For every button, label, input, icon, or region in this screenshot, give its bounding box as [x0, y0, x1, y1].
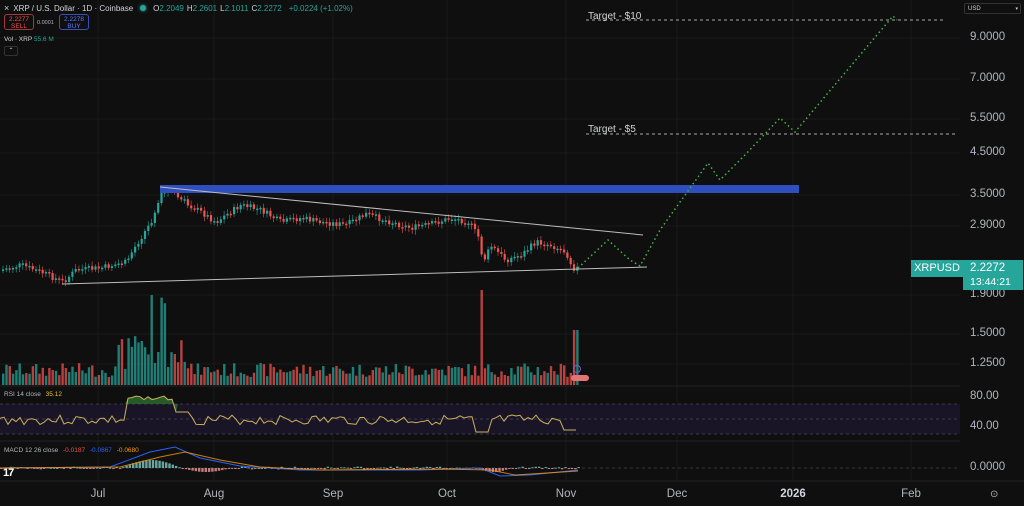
collapse-legend-button[interactable]: ⌃ [4, 46, 18, 56]
price-tick: 5.5000 [970, 112, 1006, 124]
sell-label: SELL [11, 23, 27, 30]
volume-value: 55.6 M [33, 36, 54, 43]
projection-path [577, 14, 898, 269]
time-tick: Sep [322, 488, 344, 500]
time-tick: Jul [90, 488, 106, 500]
current-price-tag: 2.2272 13:44:21 [963, 260, 1023, 290]
ohlc-value: 2.2049 [159, 3, 184, 13]
ohlc-value: 2.2601 [192, 3, 218, 13]
ohlc-value: 2.1011 [224, 3, 249, 13]
tradingview-logo[interactable]: 17 [3, 467, 14, 479]
chevron-down-icon: ▾ [1015, 6, 1018, 12]
indicator-tick: 0.0000 [970, 461, 1006, 473]
macd-line-value: -0.0867 [89, 447, 112, 454]
macd-label: MACD 12 26 close [4, 447, 59, 454]
price-tick: 7.0000 [970, 72, 1006, 84]
volume-label: Vol · XRP [4, 36, 33, 43]
currency-select[interactable]: USD ▾ [964, 3, 1021, 14]
macd-pane [0, 446, 960, 477]
time-tick: Nov [555, 488, 577, 500]
target-10-label[interactable]: Target - $10 [588, 11, 642, 22]
rsi-legend: RSI 14 close 35.12 [4, 391, 62, 398]
sell-button[interactable]: 2.2277 SELL [4, 14, 34, 30]
spread-value: 0.0001 [37, 20, 54, 26]
price-tick: 2.9000 [970, 219, 1006, 231]
price-tick: 9.0000 [970, 31, 1006, 43]
price-tick: 1.9000 [970, 288, 1006, 300]
ohlc-key: L [220, 3, 225, 13]
ohlc-key: C [251, 3, 258, 13]
macd-hist-value: -0.0187 [63, 447, 86, 454]
candlesticks [2, 184, 579, 287]
time-tick: Dec [666, 488, 688, 500]
upper-trendline [159, 186, 644, 236]
price-tick: 3.5000 [970, 188, 1006, 200]
volume-legend: Vol · XRP 55.6 M [4, 36, 54, 43]
settings-icon[interactable]: ⊙ [990, 489, 999, 500]
rsi-label: RSI 14 close [4, 391, 41, 398]
macd-signal-value: -0.0680 [116, 447, 139, 454]
bar-countdown: 13:44:21 [970, 276, 1011, 288]
time-tick: 2026 [780, 488, 806, 500]
price-tick: 1.5000 [970, 327, 1006, 339]
indicator-tick: 80.00 [970, 390, 999, 402]
ohlc-key: O [153, 3, 160, 13]
resistance-zone [160, 185, 799, 193]
volume-bars [2, 290, 579, 385]
buy-label: BUY [67, 23, 81, 30]
price-change: +0.0224 (+1.02%) [288, 3, 353, 13]
price-tick: 1.2500 [970, 357, 1006, 369]
buy-price: 2.2278 [64, 16, 84, 23]
market-status-icon [140, 5, 147, 11]
time-tick: Feb [901, 488, 921, 500]
symbol-price-tag: XRPUSD [911, 260, 963, 277]
buy-button[interactable]: 2.2278 BUY [59, 14, 89, 30]
rsi-pane [0, 395, 960, 435]
chevron-up-icon: ⌃ [8, 48, 14, 54]
current-price: 2.2272 [970, 262, 1006, 274]
ohlc-key: H [186, 3, 193, 13]
macd-legend: MACD 12 26 close -0.0187 -0.0867 -0.0680 [4, 447, 139, 454]
time-tick: Oct [438, 488, 456, 500]
close-icon[interactable]: × [4, 3, 10, 13]
rsi-value: 35.12 [45, 391, 62, 398]
grid-lines [0, 0, 1024, 482]
drawings[interactable] [61, 14, 957, 381]
lower-trendline [61, 266, 648, 285]
indicator-tick: 40.00 [970, 420, 999, 432]
time-tick: Aug [203, 488, 225, 500]
price-tick: 4.5000 [970, 146, 1006, 158]
currency-value: USD [968, 6, 981, 12]
ohlc-value: 2.2272 [257, 3, 282, 13]
symbol-legend: × XRP / U.S. Dollar · 1D · Coinbase O2.2… [4, 3, 353, 13]
symbol-title[interactable]: XRP / U.S. Dollar · 1D · Coinbase [13, 3, 134, 13]
sell-price: 2.2277 [9, 16, 29, 23]
target-5-label[interactable]: Target - $5 [588, 124, 636, 135]
ohlc-values: O2.2049 H2.2601 L2.1011 C2.2272 [153, 4, 285, 13]
